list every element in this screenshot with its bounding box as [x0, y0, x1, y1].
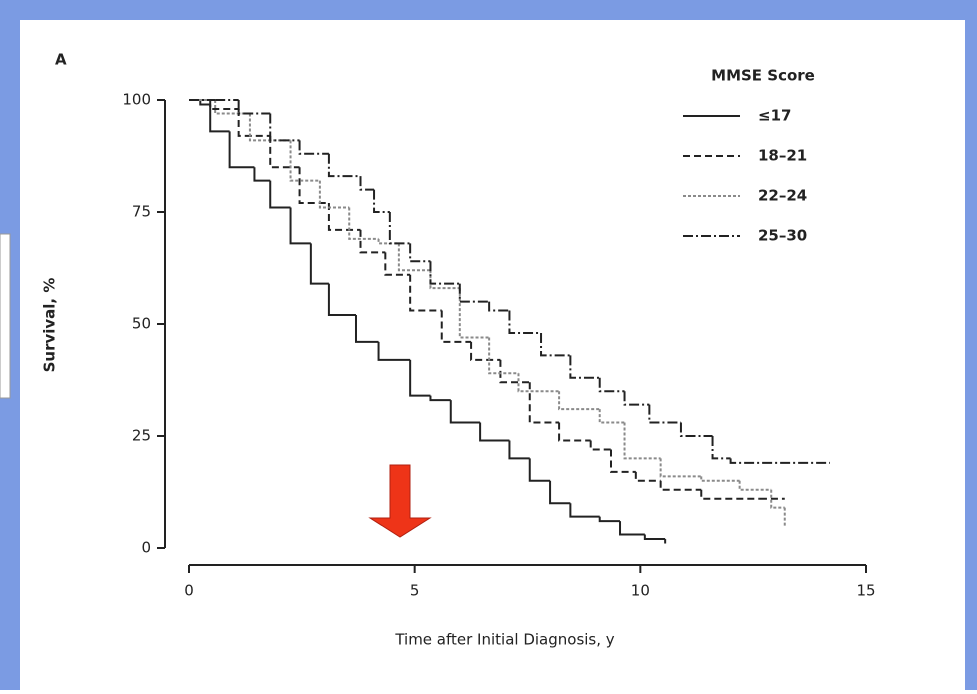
survival-step [470, 341, 501, 361]
survival-step [248, 113, 291, 142]
survival-step [359, 176, 375, 191]
survival-step [237, 108, 271, 137]
survival-step [269, 113, 300, 142]
survival-step [623, 422, 661, 460]
survival-step [729, 458, 830, 464]
survival-step [700, 489, 760, 500]
survival-step [598, 377, 625, 393]
side-box [0, 233, 11, 399]
y-tick-label: 0 [141, 539, 151, 557]
y-axis-label: Survival, % [41, 278, 59, 373]
survival-step [528, 382, 560, 424]
survival-step [373, 189, 390, 213]
survival-step [253, 167, 271, 182]
x-tick-label: 15 [856, 582, 875, 600]
survival-step [440, 310, 472, 343]
survival-step [449, 400, 481, 424]
y-tick-label: 100 [122, 91, 151, 109]
survival-step [397, 243, 431, 272]
survival-step [309, 243, 329, 285]
arrow [368, 464, 432, 538]
survival-step [348, 207, 379, 240]
survival-step [619, 521, 645, 536]
survival-step [598, 516, 621, 523]
survival-step [634, 471, 661, 482]
y-tick-label: 75 [132, 203, 151, 221]
legend-title: MMSE Score [711, 67, 815, 85]
survival-step [659, 480, 702, 491]
x-tick-label: 0 [184, 582, 194, 600]
survival-step [540, 332, 571, 357]
survival-step [409, 274, 442, 312]
survival-step [488, 301, 510, 312]
survival-step [409, 243, 431, 263]
y-tick-label: 50 [132, 315, 151, 333]
survival-step [508, 310, 542, 334]
survival-step [327, 153, 361, 178]
survival-step [209, 104, 230, 133]
survival-step [528, 458, 551, 482]
survival-step [237, 100, 271, 115]
survival-step [429, 261, 460, 285]
survival-step [700, 476, 740, 482]
survival-step [479, 422, 510, 442]
survival-step [738, 480, 772, 491]
panel [20, 20, 965, 690]
survival-step [549, 480, 571, 505]
legend-label: 25–30 [758, 227, 807, 245]
survival-step [558, 422, 591, 442]
survival-step [517, 373, 560, 393]
survival-step [648, 404, 681, 424]
survival-step [289, 140, 320, 182]
survival-step [409, 359, 431, 397]
survival-step [569, 355, 600, 379]
survival-step [359, 229, 386, 254]
survival-step [289, 207, 311, 245]
survival-step [384, 252, 411, 276]
survival-step [209, 100, 239, 110]
survival-step [508, 440, 530, 460]
survival-step [659, 458, 702, 478]
survival-step [589, 440, 611, 451]
survival-step [643, 534, 666, 541]
survival-step [770, 489, 785, 509]
y-tick-label: 25 [132, 427, 151, 445]
panel-label: A [55, 51, 67, 69]
survival-step [499, 359, 530, 384]
survival-step [199, 100, 211, 106]
survival-step [609, 449, 636, 473]
survival-step [558, 391, 600, 411]
legend-label: ≤17 [758, 107, 791, 125]
survival-step [388, 212, 411, 245]
survival-step [377, 238, 399, 245]
x-axis-label: Time after Initial Diagnosis, y [394, 631, 614, 649]
survival-step [569, 503, 600, 518]
survival-step [458, 288, 490, 339]
survival-step [623, 391, 650, 406]
legend-label: 18–21 [758, 147, 807, 165]
survival-step [327, 283, 356, 317]
survival-step [488, 337, 519, 375]
survival-step [679, 422, 713, 437]
x-tick-label: 5 [410, 582, 420, 600]
survival-step [228, 131, 255, 169]
survival-step [458, 283, 490, 303]
survival-step [269, 180, 291, 209]
legend-label: 22–24 [758, 187, 807, 205]
survival-step [298, 140, 329, 155]
survival-step [377, 341, 411, 361]
survival-step [711, 436, 731, 460]
survival-step [429, 395, 451, 402]
survival-step [354, 315, 379, 343]
survival-step [318, 180, 350, 209]
x-tick-label: 10 [631, 582, 650, 600]
